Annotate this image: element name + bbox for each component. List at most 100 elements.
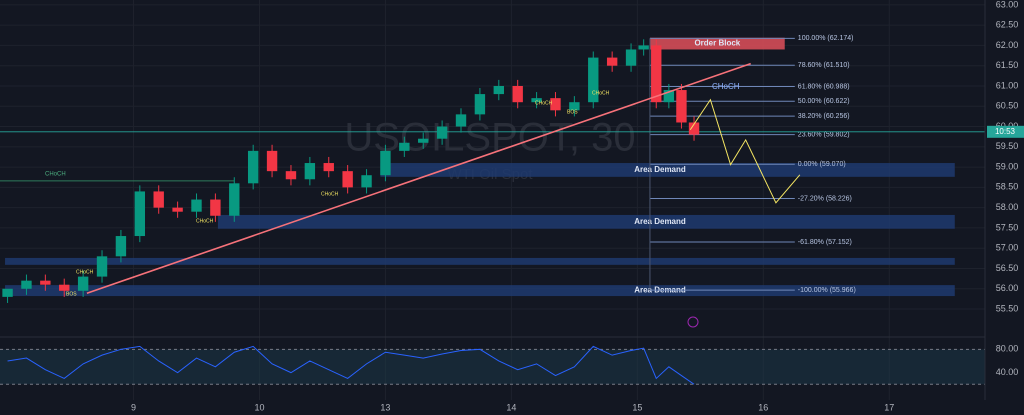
annotation: CHoCH — [196, 218, 214, 224]
y-tick-label: 56.50 — [996, 263, 1019, 273]
y-tick-label: 59.00 — [996, 161, 1019, 171]
y-tick-label: 57.00 — [996, 243, 1019, 253]
zone-label: Area Demand — [634, 217, 686, 226]
annotation: BOS — [567, 109, 578, 115]
x-tick-label: 14 — [506, 402, 516, 412]
candle-body — [172, 207, 183, 212]
candle-body — [285, 171, 297, 180]
zone-label: Area Demand — [634, 165, 686, 174]
candle-body — [2, 288, 13, 297]
annotation: BOS — [66, 291, 77, 297]
fib-label: 50.00% (60.622) — [798, 98, 850, 105]
x-tick-label: 16 — [758, 402, 768, 412]
candle-body — [474, 94, 486, 115]
candle-body — [342, 171, 353, 188]
y-tick-label: 55.50 — [996, 303, 1019, 313]
zone — [380, 163, 955, 177]
candle-body — [247, 150, 259, 184]
y-tick-label: 62.50 — [996, 20, 1019, 30]
fib-label: -27.20% (58.226) — [798, 195, 852, 202]
candle-body — [569, 102, 580, 111]
annotation: CHoCH — [535, 100, 553, 106]
candle-body — [455, 114, 467, 127]
y-tick-label: 60.50 — [996, 101, 1019, 111]
candle-body — [115, 236, 127, 257]
y-tick-label: 61.50 — [996, 60, 1019, 70]
candle-body — [493, 85, 504, 95]
y-tick-label: 57.50 — [996, 222, 1019, 232]
fib-label: -100.00% (55.966) — [798, 287, 856, 294]
candle-body — [531, 98, 542, 103]
candle-body — [418, 138, 429, 143]
x-tick-label: 13 — [380, 402, 390, 412]
zone — [5, 257, 955, 265]
annotation: CHoCH — [592, 90, 610, 96]
candle-body — [153, 191, 164, 208]
candle-body — [134, 191, 146, 237]
grid — [0, 0, 985, 400]
candle-body — [380, 150, 391, 176]
candle-body — [191, 199, 202, 212]
fib-label: -61.80% (57.152) — [798, 239, 852, 246]
candle-body — [436, 126, 448, 139]
rsi-tick-label: 80.00 — [996, 344, 1019, 354]
zone — [217, 214, 955, 229]
candle-body — [663, 90, 675, 103]
candle-body — [229, 183, 240, 216]
candle-body — [638, 45, 649, 50]
choch-label: CHoCH — [45, 171, 66, 177]
y-tick-label: 63.00 — [996, 0, 1019, 9]
candle-body — [588, 57, 599, 103]
zone — [5, 285, 955, 297]
candle-body — [651, 45, 662, 103]
candle-body — [77, 276, 89, 291]
event-icon — [687, 316, 699, 328]
rsi-band — [0, 349, 985, 385]
candle-body — [688, 122, 700, 135]
x-tick-label: 15 — [632, 402, 642, 412]
fib-label: 100.00% (62.174) — [798, 35, 854, 42]
price-tag — [987, 125, 1024, 138]
trendline — [86, 62, 751, 294]
x-tick-label: 10 — [254, 402, 264, 412]
rsi-line — [7, 345, 695, 385]
candle-body — [399, 142, 410, 151]
y-tick-label: 58.00 — [996, 202, 1019, 212]
projection-path — [689, 98, 801, 204]
zone — [649, 37, 785, 50]
x-tick-label: 9 — [131, 402, 136, 412]
fib-label: 38.20% (60.256) — [798, 113, 850, 120]
candle-body — [304, 163, 316, 180]
y-tick-label: 58.50 — [996, 182, 1019, 192]
annotation: CHoCH — [712, 82, 740, 91]
candle-body — [625, 49, 637, 66]
rsi-tick-label: 40.00 — [996, 367, 1019, 377]
y-tick-label: 59.50 — [996, 141, 1019, 151]
countdown-label: 10:53 — [995, 127, 1016, 136]
candle-body — [606, 57, 618, 66]
candle-body — [40, 280, 51, 285]
annotation: CHoCH — [321, 191, 339, 197]
fib-label: 61.80% (60.988) — [798, 83, 850, 90]
candle-body — [21, 280, 32, 289]
candle-body — [550, 98, 561, 111]
y-tick-label: 56.00 — [996, 283, 1019, 293]
fib-label: 78.60% (61.510) — [798, 62, 850, 69]
candle-body — [512, 85, 523, 103]
y-tick-label: 61.00 — [996, 80, 1019, 90]
fib-label: 0.00% (59.070) — [798, 161, 846, 168]
candle-body — [96, 256, 108, 277]
candle-body — [59, 284, 70, 291]
candle-body — [210, 199, 221, 216]
watermark: USOILSPOT, 30 — [344, 116, 635, 160]
candle-body — [266, 150, 278, 172]
fib-label: 23.60% (59.802) — [798, 131, 850, 138]
candle-body — [323, 163, 334, 172]
x-tick-label: 17 — [884, 402, 894, 412]
candle-body — [676, 90, 687, 123]
annotation: CHoCH — [76, 269, 94, 275]
zone-label: Order Block — [694, 39, 740, 48]
y-tick-label: 62.00 — [996, 40, 1019, 50]
